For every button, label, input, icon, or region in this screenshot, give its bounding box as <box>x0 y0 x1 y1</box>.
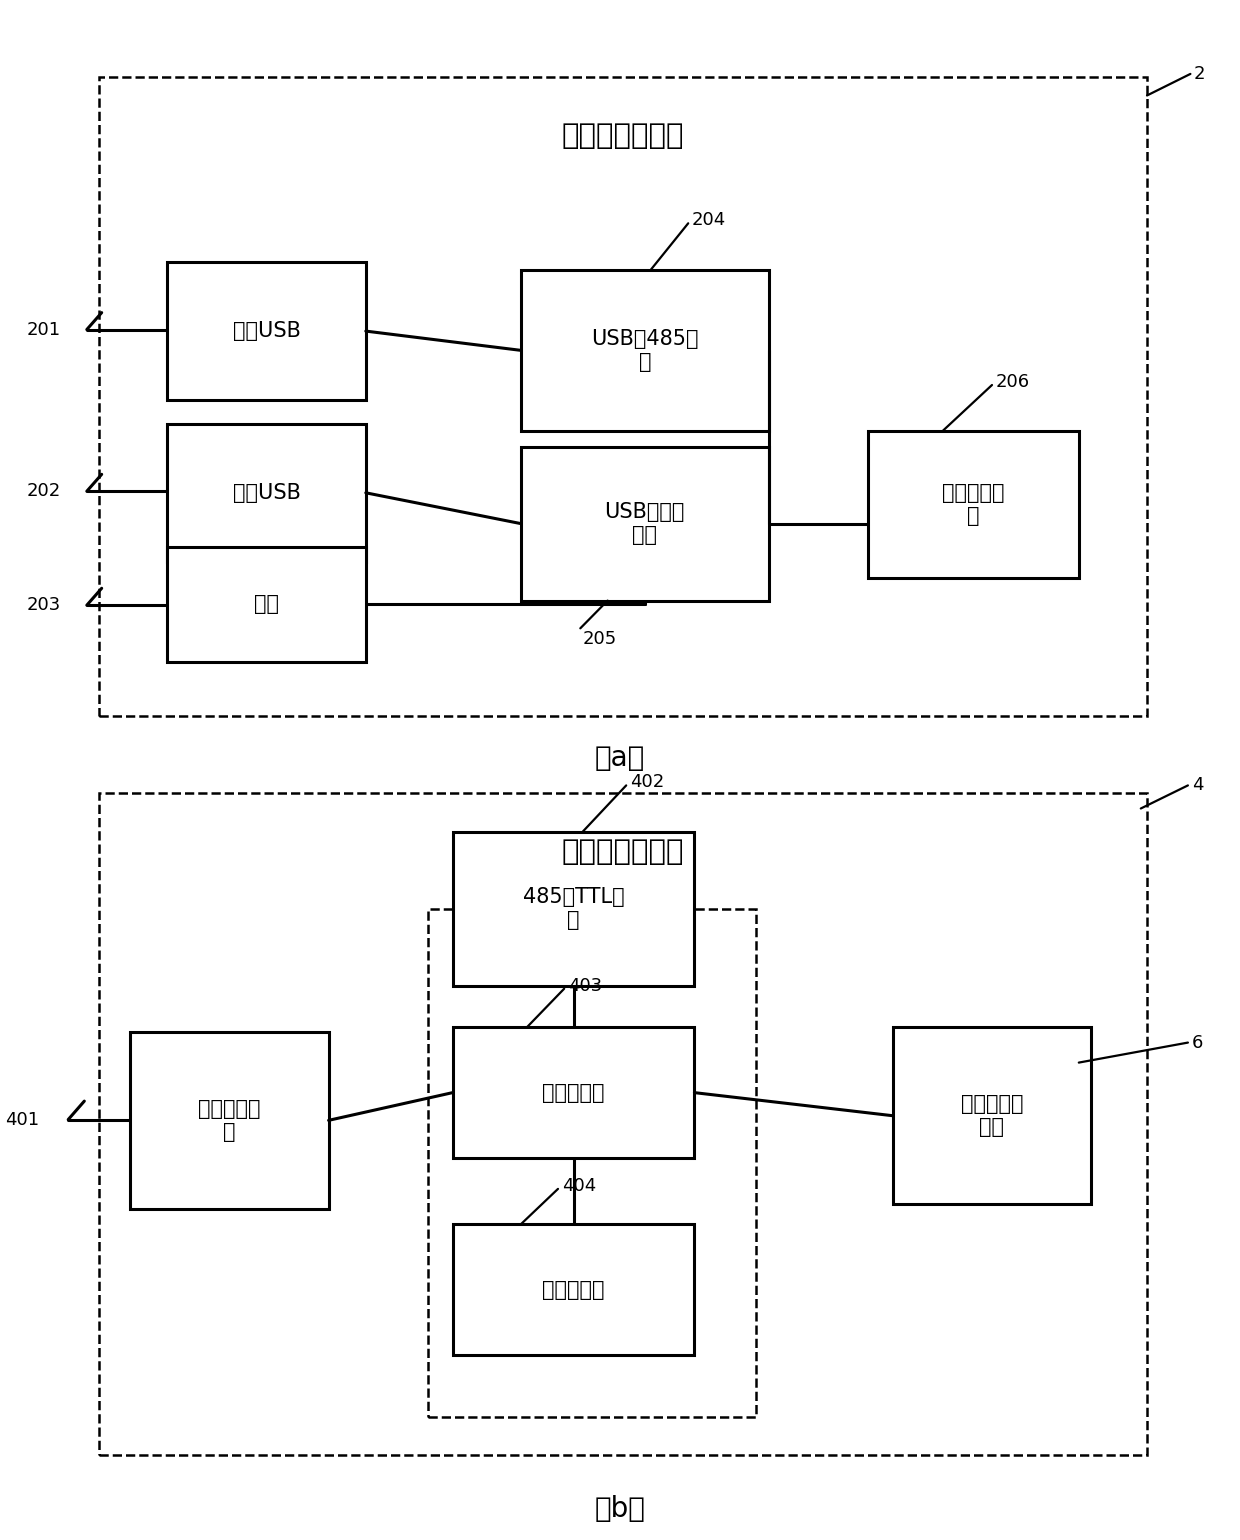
Text: 一号USB: 一号USB <box>233 322 300 340</box>
Text: 204: 204 <box>692 211 727 229</box>
Text: 403: 403 <box>568 976 603 995</box>
Text: 二号USB: 二号USB <box>233 484 300 502</box>
Bar <box>428 909 756 1417</box>
Text: 201: 201 <box>26 320 61 339</box>
Bar <box>893 1027 1091 1204</box>
Bar <box>167 262 366 400</box>
Text: 401: 401 <box>5 1110 40 1129</box>
Bar <box>453 832 694 986</box>
Text: 水面通信收发器: 水面通信收发器 <box>562 122 684 149</box>
Text: 404: 404 <box>562 1177 596 1195</box>
Text: 4: 4 <box>1192 776 1203 795</box>
Bar <box>167 424 366 562</box>
Text: 水面通信接
口: 水面通信接 口 <box>942 482 1004 527</box>
Text: 嵌入式微控
制器: 嵌入式微控 制器 <box>961 1093 1023 1138</box>
Text: 2: 2 <box>1194 65 1205 83</box>
Bar <box>453 1027 694 1158</box>
Bar <box>167 547 366 662</box>
Text: 网口: 网口 <box>254 594 279 614</box>
Text: 206: 206 <box>996 373 1030 391</box>
Bar <box>99 77 1147 716</box>
Text: 202: 202 <box>26 482 61 500</box>
Bar <box>868 431 1079 578</box>
Bar <box>99 793 1147 1455</box>
Text: USB视频采
集卡: USB视频采 集卡 <box>605 502 684 545</box>
Text: 水下通信接
口: 水下通信接 口 <box>198 1098 260 1143</box>
Text: 402: 402 <box>630 773 665 792</box>
Text: 485转TTL模
块: 485转TTL模 块 <box>523 887 624 930</box>
Text: USB转485模
块: USB转485模 块 <box>591 328 698 373</box>
Text: 205: 205 <box>583 630 618 648</box>
Text: （a）: （a） <box>595 744 645 772</box>
Text: 水下通信收发器: 水下通信收发器 <box>562 838 684 865</box>
Bar <box>130 1032 329 1209</box>
Bar <box>521 447 769 601</box>
Text: （b）: （b） <box>594 1495 646 1523</box>
Text: 203: 203 <box>26 596 61 614</box>
Text: 以太网模块: 以太网模块 <box>542 1083 605 1103</box>
Text: 视频传输器: 视频传输器 <box>542 1280 605 1300</box>
Bar <box>521 270 769 431</box>
Bar <box>453 1224 694 1355</box>
Text: 6: 6 <box>1192 1033 1203 1052</box>
